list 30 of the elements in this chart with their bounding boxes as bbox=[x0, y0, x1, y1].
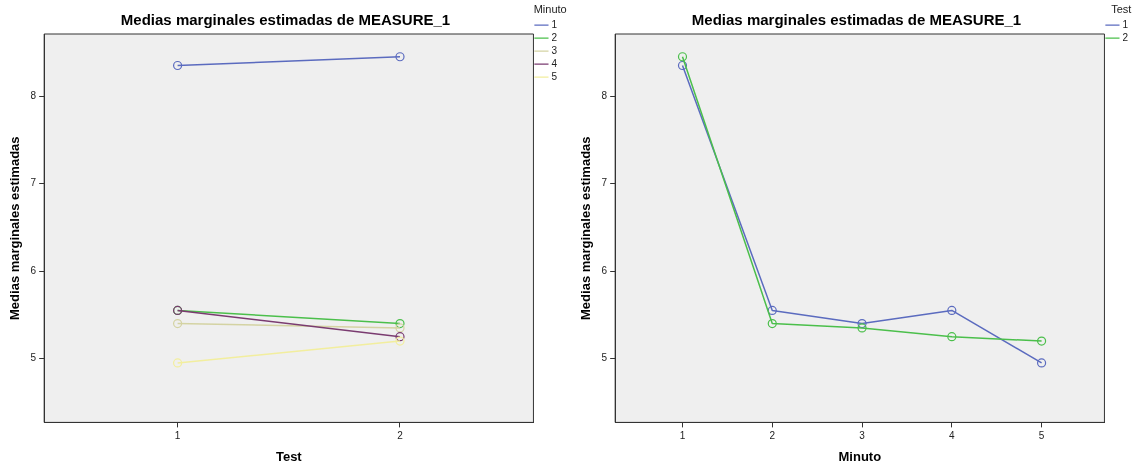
x-tick-label: 1 bbox=[174, 430, 181, 442]
y-tick-label: 5 bbox=[30, 352, 37, 364]
legend-label: 3 bbox=[551, 44, 558, 56]
y-tick-label: 5 bbox=[601, 352, 608, 364]
y-tick-label: 8 bbox=[30, 89, 37, 101]
y-axis-title: Medias marginales estimadas bbox=[7, 136, 23, 320]
x-axis-title: Test bbox=[275, 448, 303, 464]
x-axis-title: Minuto bbox=[838, 448, 882, 464]
legend-label: 2 bbox=[1122, 31, 1129, 43]
y-tick-label: 8 bbox=[601, 89, 608, 101]
legend-label: 1 bbox=[1122, 18, 1129, 30]
y-tick-label: 7 bbox=[601, 177, 608, 189]
legend-title: Test bbox=[1111, 2, 1132, 15]
y-tick-label: 7 bbox=[30, 177, 37, 189]
x-tick-label: 2 bbox=[769, 430, 776, 442]
legend-label: 1 bbox=[551, 18, 558, 30]
chart-title: Medias marginales estimadas de MEASURE_1 bbox=[120, 11, 451, 29]
x-tick-label: 3 bbox=[859, 430, 866, 442]
legend-label: 4 bbox=[551, 57, 558, 69]
chart-title: Medias marginales estimadas de MEASURE_1 bbox=[691, 11, 1022, 29]
x-tick-label: 5 bbox=[1038, 430, 1045, 442]
legend-label: 2 bbox=[551, 31, 558, 43]
x-tick-label: 4 bbox=[949, 430, 956, 442]
legend-label: 5 bbox=[551, 70, 558, 82]
y-axis-title: Medias marginales estimadas bbox=[578, 136, 594, 320]
y-tick-label: 6 bbox=[601, 264, 608, 276]
y-tick-label: 6 bbox=[30, 264, 37, 276]
x-tick-label: 1 bbox=[679, 430, 686, 442]
x-tick-label: 2 bbox=[397, 430, 404, 442]
legend-title: Minuto bbox=[533, 2, 567, 15]
